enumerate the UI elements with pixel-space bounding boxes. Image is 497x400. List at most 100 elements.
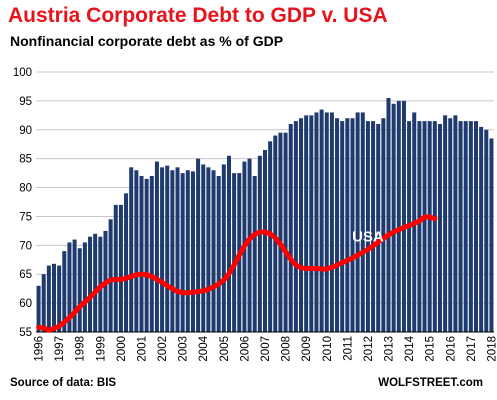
bar [175, 167, 180, 332]
y-tick-label: 70 [19, 240, 32, 252]
bar [365, 121, 370, 332]
bar [180, 173, 185, 332]
bar [52, 263, 57, 332]
bar [160, 167, 165, 332]
bar [401, 100, 406, 332]
bar [473, 121, 478, 332]
x-tick-label: 2003 [178, 336, 190, 362]
brand-note: WOLFSTREET.com [378, 377, 483, 389]
y-tick-label: 90 [19, 125, 32, 137]
bar [154, 161, 159, 332]
bar [448, 118, 453, 332]
x-tick-label: 2005 [219, 336, 231, 362]
bar [371, 121, 376, 332]
bar [118, 204, 123, 332]
bar [88, 236, 93, 332]
x-tick-label: 2013 [384, 336, 396, 362]
bar [201, 164, 206, 332]
bar [345, 118, 350, 332]
bar [93, 233, 98, 332]
bar [278, 132, 283, 332]
bar [149, 176, 154, 332]
x-tick-label: 2000 [116, 336, 128, 362]
series-line-usa [36, 214, 438, 333]
bar [427, 121, 432, 332]
bar [247, 158, 252, 332]
bar [216, 176, 221, 332]
x-tick-label: 1997 [54, 336, 66, 362]
bar [381, 118, 386, 332]
bar [46, 265, 51, 332]
bar [386, 98, 391, 332]
bar [41, 274, 46, 332]
x-tick-label: 1999 [95, 336, 107, 362]
bar [113, 204, 118, 332]
x-tick-label: 2001 [136, 336, 148, 362]
bar [396, 100, 401, 332]
bar [417, 121, 422, 332]
bar [257, 155, 262, 332]
bar [226, 155, 231, 332]
y-tick-label: 95 [19, 96, 32, 108]
bar [350, 118, 355, 332]
bar [77, 248, 82, 332]
bar [355, 112, 360, 332]
x-tick-label: 2007 [260, 336, 272, 362]
bar [206, 167, 211, 332]
bar [479, 126, 484, 332]
bar [196, 158, 201, 332]
bar [36, 285, 41, 332]
bar [319, 109, 324, 332]
x-tick-label: 2015 [425, 336, 437, 362]
bar [432, 121, 437, 332]
bar [165, 165, 170, 332]
bar [335, 118, 340, 332]
bar [458, 121, 463, 332]
bar [57, 265, 62, 332]
bar [443, 115, 448, 332]
x-tick-label: 2004 [198, 335, 210, 361]
y-tick-label: 75 [19, 211, 32, 223]
bar [314, 112, 319, 332]
bar [360, 112, 365, 332]
x-tick-label: 1996 [34, 336, 46, 362]
x-tick-label: 2011 [342, 336, 354, 361]
y-tick-label: 85 [19, 154, 32, 166]
bar [108, 219, 113, 332]
x-tick-label: 2016 [445, 336, 457, 362]
x-tick-label: 2002 [157, 336, 169, 362]
bar [324, 112, 329, 332]
bar [299, 118, 304, 332]
x-tick-label: 2014 [404, 335, 416, 361]
bar [340, 121, 345, 332]
bar [232, 173, 237, 332]
y-tick-label: 60 [19, 298, 32, 310]
bar [376, 124, 381, 332]
bar [211, 170, 216, 332]
x-tick-label: 2010 [322, 336, 334, 362]
x-tick-label: 2012 [363, 336, 375, 362]
bar [293, 121, 298, 332]
bar [468, 121, 473, 332]
bar [309, 115, 314, 332]
bar [62, 251, 67, 332]
y-tick-label: 80 [19, 183, 32, 195]
bar [67, 242, 72, 332]
bar [484, 129, 489, 332]
bar [82, 242, 87, 332]
bar [391, 103, 396, 333]
y-tick-label: 100 [13, 67, 32, 79]
chart-title: Austria Corporate Debt to GDP v. USA [8, 4, 388, 27]
bar [304, 115, 309, 332]
usa-label: USA [352, 228, 384, 245]
x-tick-label: 2018 [486, 336, 497, 362]
source-note: Source of data: BIS [10, 377, 117, 389]
bar [144, 178, 149, 332]
x-tick-label: 1998 [75, 336, 87, 362]
y-tick-label: 55 [19, 327, 32, 339]
bar [422, 121, 427, 332]
bar [437, 124, 442, 332]
bar [252, 176, 257, 332]
bar [185, 170, 190, 332]
bar [273, 135, 278, 332]
